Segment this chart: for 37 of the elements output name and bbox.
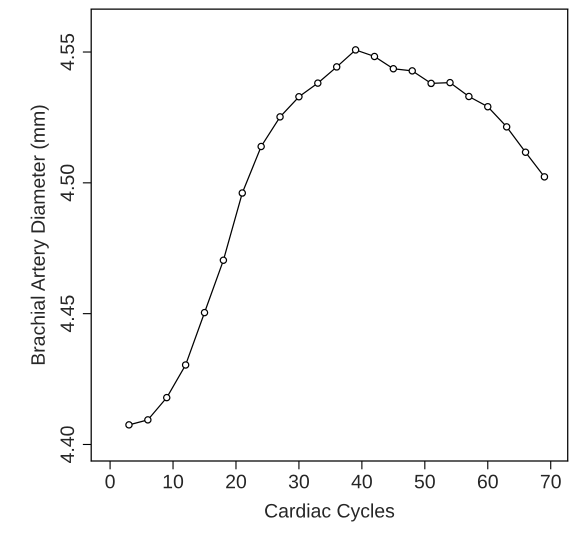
point <box>540 173 548 181</box>
point <box>465 92 473 100</box>
point <box>390 65 398 73</box>
y-tick-label: 4.40 <box>60 426 74 463</box>
x-tick-label: 60 <box>478 474 498 488</box>
point <box>125 421 133 429</box>
x-tick-label: 20 <box>226 474 246 488</box>
point <box>162 394 170 402</box>
point <box>370 52 378 60</box>
point <box>144 416 152 424</box>
y-tick-label: 4.55 <box>60 34 74 70</box>
y-tick-label: 4.50 <box>60 164 74 202</box>
point <box>295 93 303 101</box>
point <box>484 102 492 110</box>
point <box>182 361 190 369</box>
y-axis-title: Brachial Artery Diameter (mm) <box>30 106 49 364</box>
x-tick-label: 40 <box>352 474 372 488</box>
x-tick-label: 30 <box>288 474 309 488</box>
x-tick-label: 10 <box>164 474 184 488</box>
point <box>220 256 228 264</box>
point <box>352 46 360 54</box>
point <box>502 123 510 131</box>
point <box>257 142 265 150</box>
point <box>332 63 340 71</box>
point <box>522 148 530 156</box>
point <box>408 67 416 75</box>
x-axis-title: Cardiac Cycles <box>265 503 394 522</box>
point <box>446 78 454 86</box>
point <box>238 189 246 197</box>
x-tick-label: 50 <box>414 474 435 488</box>
point <box>314 79 322 87</box>
x-tick-label: 0 <box>105 474 115 488</box>
x-tick-label: 70 <box>540 474 561 488</box>
y-tick-label: 4.45 <box>60 296 74 332</box>
point <box>276 113 284 121</box>
point <box>427 80 435 88</box>
point <box>200 308 208 316</box>
